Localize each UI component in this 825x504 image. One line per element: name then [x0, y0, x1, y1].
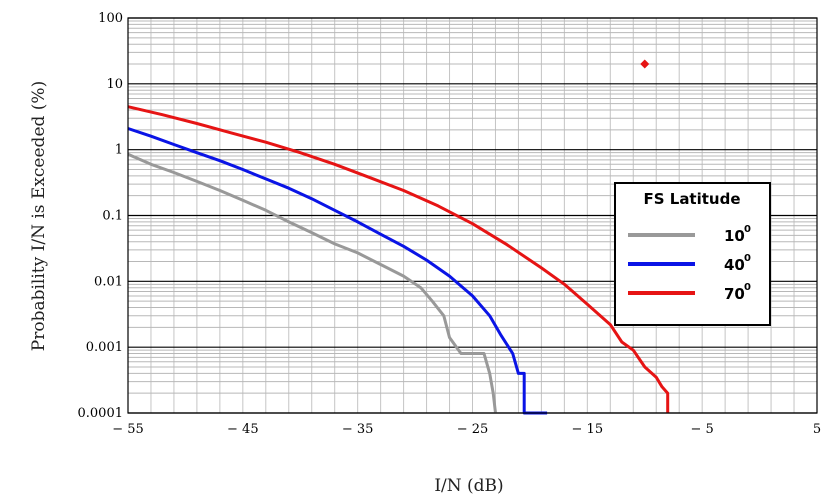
- legend-label: 40: [724, 256, 745, 274]
- series-layer: [127, 105, 670, 415]
- legend-box: [614, 182, 771, 326]
- y-tick-label: 1: [115, 143, 123, 158]
- legend-label-superscript: 0: [744, 253, 751, 264]
- legend-entries: 10 040 070 0: [628, 224, 751, 303]
- x-tick-label: − 55: [112, 422, 144, 437]
- series-line-2: [127, 127, 548, 415]
- y-axis-title: Probability I/N is Exceeded (%): [29, 81, 49, 351]
- y-tick-label: 0.0001: [78, 406, 124, 421]
- legend-label-superscript: 0: [744, 282, 751, 293]
- y-tick-label: 0.01: [94, 274, 123, 289]
- y-tick-labels: 0.0001 0.001 0.01 0.1 1 10 100: [78, 11, 124, 421]
- legend-label-superscript: 0: [744, 224, 751, 235]
- legend: FS Latitude 10 040 070 0: [614, 182, 771, 326]
- legend-title: FS Latitude: [643, 190, 740, 208]
- data-point-marker: [640, 59, 650, 69]
- x-tick-label: − 15: [572, 422, 604, 437]
- legend-label: 10: [724, 227, 745, 245]
- x-tick-label: − 35: [342, 422, 374, 437]
- plot-frame: [127, 17, 818, 414]
- y-tick-label: 10: [106, 77, 123, 92]
- marker-layer: [640, 59, 650, 69]
- x-tick-label: 5: [813, 422, 821, 437]
- x-tick-label: − 25: [457, 422, 489, 437]
- y-tick-label: 100: [98, 11, 123, 26]
- x-tick-label: − 5: [691, 422, 714, 437]
- x-axis-title: I/N (dB): [434, 476, 503, 496]
- grid: [128, 17, 817, 414]
- x-tick-label: − 45: [227, 422, 259, 437]
- legend-label: 70: [724, 285, 745, 303]
- y-tick-label: 0.1: [102, 209, 123, 224]
- series-line-3: [127, 105, 670, 413]
- series-line-1: [127, 152, 497, 414]
- y-tick-label: 0.001: [86, 340, 123, 355]
